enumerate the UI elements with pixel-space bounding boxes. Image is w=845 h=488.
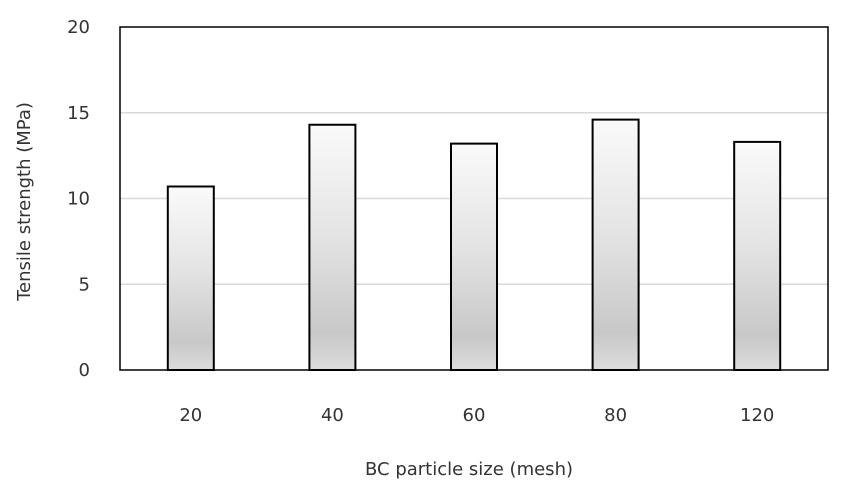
x-tick-label: 20 — [179, 405, 202, 426]
y-tick-label: 20 — [67, 17, 90, 38]
plot-frame — [119, 26, 829, 371]
x-tick-label: 120 — [740, 405, 774, 426]
bar — [308, 123, 357, 371]
y-tick-label: 0 — [79, 360, 90, 381]
x-tick-label: 40 — [321, 405, 344, 426]
x-tick-label: 80 — [604, 405, 627, 426]
bars — [166, 118, 782, 371]
x-tick-label: 60 — [463, 405, 486, 426]
y-tick-label: 10 — [67, 189, 90, 210]
bar — [733, 140, 782, 371]
bar — [450, 142, 498, 371]
bar — [166, 185, 215, 371]
y-tick-label: 5 — [79, 274, 90, 295]
x-axis-title: BC particle size (mesh) — [365, 459, 573, 480]
x-axis-ticks: 20 40 60 80 120 — [179, 405, 774, 426]
y-tick-label: 15 — [67, 103, 90, 124]
y-axis-ticks: 0 5 10 15 20 — [67, 17, 90, 381]
y-axis-title: Tensile strength (MPa) — [14, 102, 35, 302]
bar — [591, 118, 640, 371]
